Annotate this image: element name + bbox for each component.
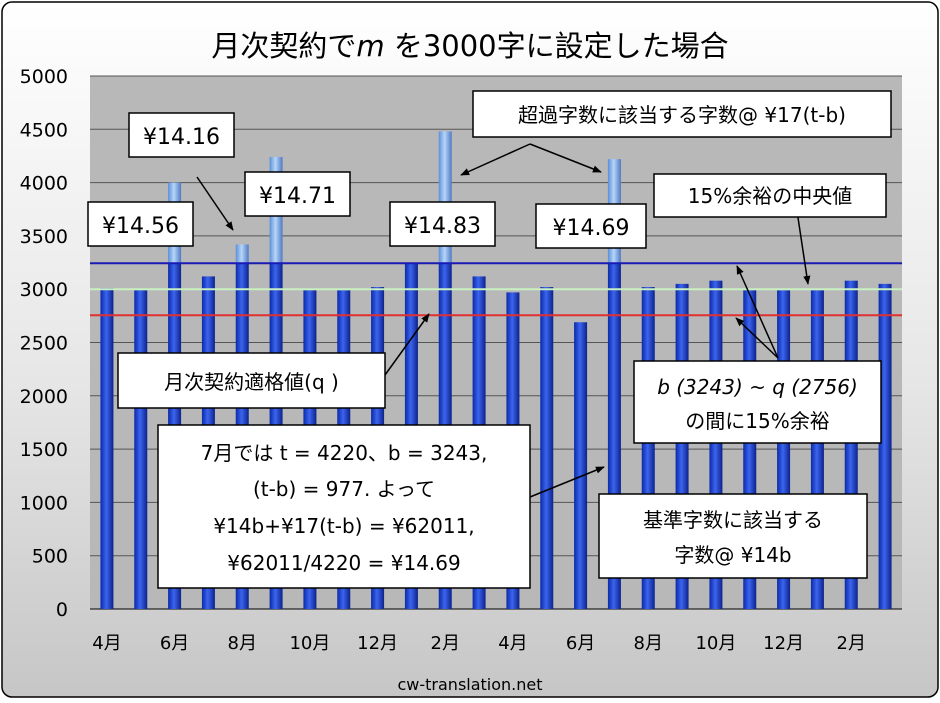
y-tick-label: 1000 xyxy=(20,492,68,514)
svg-text:¥14.83: ¥14.83 xyxy=(404,214,481,239)
y-tick-label: 3000 xyxy=(20,279,68,301)
arrow-price-1416 xyxy=(196,176,234,231)
x-tick-label: 10月 xyxy=(289,633,330,654)
annotation-arrows xyxy=(196,143,811,498)
reference-lines xyxy=(90,262,902,317)
annotation-excess: 超過字数に該当する字数@ ¥17(t-b) xyxy=(472,90,892,138)
x-tick-label: 10月 xyxy=(695,633,736,654)
price-label-1456: ¥14.56 xyxy=(87,201,194,247)
annotation-base: 基準字数に該当する 字数@ ¥14b xyxy=(598,493,868,579)
arrow-center-line xyxy=(796,210,811,285)
y-tick-label: 4500 xyxy=(20,119,68,141)
arrow-q-line xyxy=(735,317,779,359)
annotation-margin: b (3243) ~ q (2756) の間に15%余裕 xyxy=(633,360,882,444)
svg-text:7月では t = 4220、b = 3243,: 7月では t = 4220、b = 3243, xyxy=(201,441,488,465)
x-tick-label: 12月 xyxy=(357,633,398,654)
y-tick-label: 5000 xyxy=(20,66,68,88)
bar-base xyxy=(574,322,588,609)
annotation-example: 7月では t = 4220、b = 3243, (t-b) = 977. よって… xyxy=(157,424,531,589)
svg-text:¥14b+¥17(t-b) = ¥62011,: ¥14b+¥17(t-b) = ¥62011, xyxy=(213,514,474,538)
price-label-1469: ¥14.69 xyxy=(535,203,647,249)
arrow-b-line xyxy=(736,265,779,359)
svg-text:基準字数に該当する: 基準字数に該当する xyxy=(643,508,823,532)
y-tick-label: 500 xyxy=(32,546,68,568)
x-tick-label: 2月 xyxy=(837,633,866,654)
svg-text:(t-b) = 977. よって: (t-b) = 977. よって xyxy=(253,477,435,501)
arrow-base xyxy=(529,466,605,498)
footer-credit: cw-translation.net xyxy=(397,675,542,694)
svg-text:¥14.69: ¥14.69 xyxy=(553,216,630,241)
bar-excess xyxy=(235,244,249,264)
x-tick-label: 2月 xyxy=(431,633,460,654)
bar-base xyxy=(878,283,892,609)
svg-text:¥14.56: ¥14.56 xyxy=(102,214,179,239)
x-tick-label: 4月 xyxy=(92,633,121,654)
svg-text:¥62011/4220 = ¥14.69: ¥62011/4220 = ¥14.69 xyxy=(227,551,460,575)
x-tick-label: 4月 xyxy=(498,633,527,654)
x-tick-label: 6月 xyxy=(566,633,595,654)
svg-text:超過字数に該当する字数@ ¥17(t-b): 超過字数に該当する字数@ ¥17(t-b) xyxy=(518,103,846,127)
price-label-1483: ¥14.83 xyxy=(389,201,496,247)
annotation-q-label: 月次契約適格値(q ) xyxy=(117,352,386,409)
arrow-q-label xyxy=(384,313,430,376)
bar-base xyxy=(540,287,554,609)
y-tick-label: 0 xyxy=(56,599,68,621)
x-tick-label: 8月 xyxy=(634,633,663,654)
x-tick-label: 12月 xyxy=(763,633,804,654)
svg-text:¥14.16: ¥14.16 xyxy=(143,125,220,150)
svg-text:15%余裕の中央値: 15%余裕の中央値 xyxy=(688,184,852,208)
svg-text:月次契約適格値(q ): 月次契約適格値(q ) xyxy=(164,370,339,394)
arrow-excess-right xyxy=(529,143,602,173)
arrow-excess-left xyxy=(460,143,531,176)
y-tick-label: 1500 xyxy=(20,439,68,461)
price-label-1416: ¥14.16 xyxy=(128,112,235,158)
svg-text:¥14.71: ¥14.71 xyxy=(259,184,336,209)
svg-text:の間に15%余裕: の間に15%余裕 xyxy=(685,409,829,433)
x-axis-ticks: 4月 6月 8月 10月 12月 2月 4月 6月 8月 10月 12月 2月 xyxy=(92,633,866,654)
svg-text:b (3243) ~ q (2756): b (3243) ~ q (2756) xyxy=(657,375,858,399)
x-tick-label: 6月 xyxy=(160,633,189,654)
price-label-1471: ¥14.71 xyxy=(244,171,351,217)
y-tick-label: 2000 xyxy=(20,386,68,408)
y-tick-label: 3500 xyxy=(20,226,68,248)
chart-title: 月次契約でm を3000字に設定した場合 xyxy=(211,29,728,63)
bar-base xyxy=(134,290,148,609)
bar-base xyxy=(100,288,114,609)
y-axis-ticks: 0 500 1000 1500 2000 2500 3000 3500 4000 4500 5000 xyxy=(20,66,68,621)
annotation-center: 15%余裕の中央値 xyxy=(653,173,887,218)
svg-text:字数@ ¥14b: 字数@ ¥14b xyxy=(674,543,791,567)
y-tick-label: 2500 xyxy=(20,333,68,355)
y-tick-label: 4000 xyxy=(20,173,68,195)
x-tick-label: 8月 xyxy=(228,633,257,654)
